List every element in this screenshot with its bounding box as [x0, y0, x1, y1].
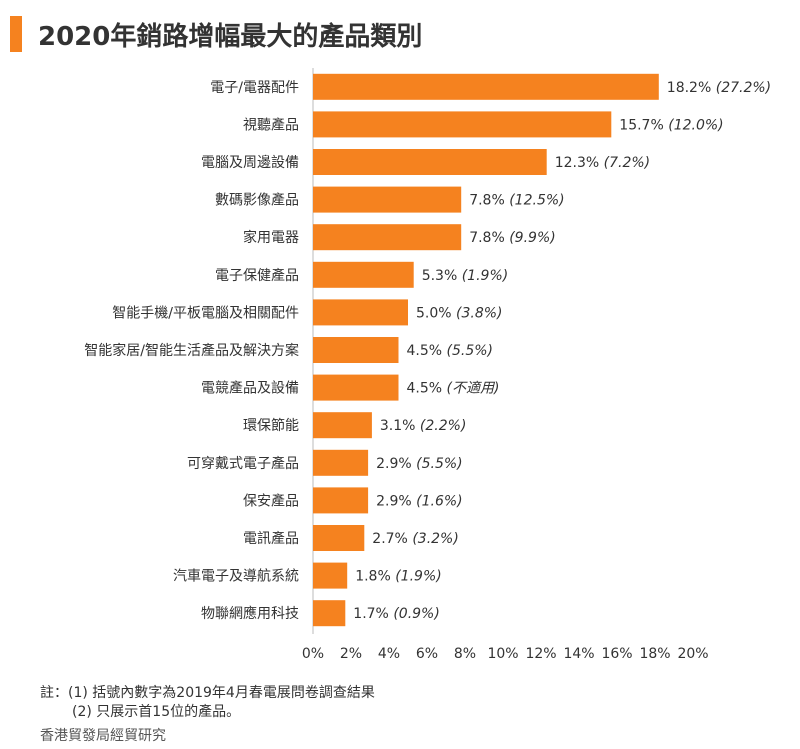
value-label: 2.7% (3.2%) — [372, 531, 459, 547]
category-label: 智能手機/平板電腦及相關配件 — [112, 305, 299, 321]
value-current: 1.8% — [355, 569, 395, 585]
bar — [313, 224, 462, 251]
x-tick-label: 14% — [563, 646, 594, 662]
bar — [313, 600, 346, 627]
bar — [313, 73, 659, 100]
x-tick-label: 12% — [525, 646, 556, 662]
value-current: 18.2% — [667, 80, 716, 96]
chart-title-block: 2020年銷路增幅最大的產品類別 — [10, 14, 422, 54]
category-label: 家用電器 — [243, 229, 299, 246]
bar — [313, 525, 365, 551]
bar — [313, 299, 408, 326]
bar — [313, 487, 369, 514]
category-label: 視聽產品 — [243, 116, 299, 133]
value-current: 2.9% — [376, 456, 416, 472]
x-tick-label: 0% — [302, 646, 324, 662]
x-tick-label: 10% — [487, 646, 518, 662]
bar — [313, 412, 372, 439]
value-label: 7.8% (12.5%) — [469, 193, 564, 209]
category-label: 智能家居/智能生活產品及解決方案 — [84, 342, 299, 359]
category-label: 物聯網應用科技 — [201, 605, 299, 622]
value-label: 7.8% (9.9%) — [469, 230, 556, 246]
note-line-1: 註：(1) 括號內數字為2019年4月春電展問卷調查結果 — [40, 685, 375, 701]
value-previous: (5.5%) — [416, 456, 463, 472]
chart-source: 香港貿發局經貿研究 — [40, 728, 166, 744]
x-tick-label: 16% — [601, 646, 632, 662]
note-line-2: (2) 只展示首15位的產品。 — [72, 704, 241, 720]
x-tick-label: 8% — [454, 646, 476, 662]
chart-notes: 註：(1) 括號內數字為2019年4月春電展問卷調查結果 (2) 只展示首15位… — [40, 684, 375, 722]
value-previous: (9.9%) — [509, 230, 556, 246]
value-previous: (不適用) — [447, 381, 500, 397]
value-previous: (1.9%) — [462, 268, 509, 284]
value-label: 2.9% (5.5%) — [376, 456, 463, 472]
value-previous: (1.9%) — [395, 569, 442, 585]
category-label: 電腦及周邊設備 — [201, 155, 299, 171]
value-current: 5.0% — [416, 305, 456, 321]
category-label: 可穿戴式電子產品 — [187, 455, 299, 472]
value-current: 7.8% — [469, 193, 509, 209]
value-label: 4.5% (5.5%) — [407, 343, 494, 359]
value-previous: (0.9%) — [393, 606, 440, 622]
bar — [313, 562, 348, 589]
value-current: 2.7% — [372, 531, 412, 547]
value-label: 4.5% (不適用) — [407, 381, 500, 397]
value-current: 5.3% — [422, 268, 462, 284]
bar — [313, 111, 612, 138]
value-current: 4.5% — [407, 381, 447, 397]
value-previous: (1.6%) — [416, 493, 463, 509]
value-current: 2.9% — [376, 493, 416, 509]
bar — [313, 374, 399, 401]
value-label: 1.7% (0.9%) — [353, 606, 440, 622]
category-label: 電子/電器配件 — [210, 80, 299, 96]
value-label: 5.0% (3.8%) — [416, 305, 503, 321]
value-label: 1.8% (1.9%) — [355, 569, 442, 585]
category-label: 環保節能 — [243, 417, 299, 434]
bar — [313, 261, 414, 288]
category-label: 數碼影像產品 — [215, 192, 299, 209]
value-label: 2.9% (1.6%) — [376, 493, 463, 509]
x-tick-label: 20% — [677, 646, 708, 662]
x-tick-label: 2% — [340, 646, 362, 662]
x-tick-label: 4% — [378, 646, 400, 662]
category-label: 電訊產品 — [243, 530, 299, 547]
category-label: 保安產品 — [243, 492, 299, 509]
value-current: 7.8% — [469, 230, 509, 246]
value-current: 4.5% — [407, 343, 447, 359]
title-accent-bar — [10, 16, 22, 52]
value-label: 3.1% (2.2%) — [380, 418, 467, 434]
value-previous: (5.5%) — [447, 343, 494, 359]
value-label: 5.3% (1.9%) — [422, 268, 509, 284]
value-previous: (12.5%) — [509, 193, 564, 209]
bar-chart: 電子/電器配件 18.2% (27.2%) 視聽產品 15.7% (12.0%) 電腦及… — [84, 68, 771, 662]
value-current: 3.1% — [380, 418, 420, 434]
category-label: 電子保健產品 — [215, 267, 299, 284]
value-label: 15.7% (12.0%) — [619, 117, 723, 133]
bar — [313, 337, 399, 363]
bar — [313, 186, 462, 213]
value-previous: (3.8%) — [456, 305, 503, 321]
bar — [313, 449, 369, 476]
value-current: 15.7% — [619, 117, 668, 133]
value-previous: (2.2%) — [420, 418, 467, 434]
value-previous: (27.2%) — [716, 80, 771, 96]
value-previous: (3.2%) — [412, 531, 459, 547]
category-label: 電競產品及設備 — [201, 380, 299, 397]
x-tick-label: 6% — [416, 646, 438, 662]
chart-title: 2020年銷路增幅最大的產品類別 — [38, 21, 423, 52]
bar — [313, 149, 547, 175]
value-previous: (12.0%) — [668, 117, 723, 133]
value-previous: (7.2%) — [604, 155, 651, 171]
x-tick-label: 18% — [639, 646, 670, 662]
category-label: 汽車電子及導航系統 — [173, 568, 299, 585]
value-label: 12.3% (7.2%) — [555, 155, 650, 171]
value-current: 12.3% — [555, 155, 604, 171]
value-label: 18.2% (27.2%) — [667, 80, 771, 96]
value-current: 1.7% — [353, 606, 393, 622]
